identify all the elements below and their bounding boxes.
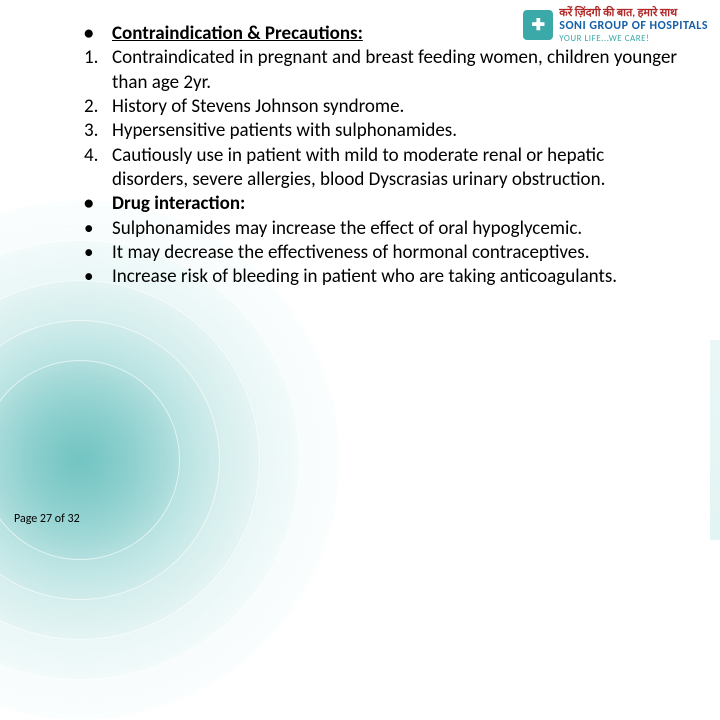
list-item: 1. Contraindicated in pregnant and breas… — [84, 46, 680, 95]
list-text: History of Stevens Johnson syndrome. — [112, 95, 680, 119]
list-item: 2. History of Stevens Johnson syndrome. — [84, 95, 680, 119]
list-text: Contraindicated in pregnant and breast f… — [112, 46, 680, 95]
bullet-marker: • — [84, 192, 112, 216]
list-item: 3. Hypersensitive patients with sulphona… — [84, 119, 680, 143]
list-item: • Increase risk of bleeding in patient w… — [84, 265, 680, 289]
logo-hindi-text: करें ज़िंदगी की बात, हमारे साथ — [559, 6, 708, 19]
accent-bar — [710, 340, 720, 540]
heading-text: Contraindication & Precautions: — [112, 22, 680, 46]
number-marker: 2. — [84, 95, 112, 119]
bullet-marker: • — [84, 217, 112, 241]
heading-drug-interaction: • Drug interaction: — [84, 192, 680, 216]
number-marker: 4. — [84, 144, 112, 193]
bullet-marker: • — [84, 22, 112, 46]
list-text: Sulphonamides may increase the effect of… — [112, 217, 680, 241]
page-text: Page 27 of 32 — [14, 512, 80, 526]
list-text: Cautiously use in patient with mild to m… — [112, 144, 680, 193]
page-indicator: Page 27 of 32 — [14, 512, 80, 526]
list-item: • Sulphonamides may increase the effect … — [84, 217, 680, 241]
heading-text: Drug interaction: — [112, 192, 680, 216]
number-marker: 3. — [84, 119, 112, 143]
list-text: Hypersensitive patients with sulphonamid… — [112, 119, 680, 143]
heading-contraindication: • Contraindication & Precautions: — [84, 22, 680, 46]
slide-content: • Contraindication & Precautions: 1. Con… — [84, 22, 680, 289]
list-text: Increase risk of bleeding in patient who… — [112, 265, 680, 289]
bullet-marker: • — [84, 241, 112, 265]
bullet-marker: • — [84, 265, 112, 289]
list-text: It may decrease the effectiveness of hor… — [112, 241, 680, 265]
list-item: 4. Cautiously use in patient with mild t… — [84, 144, 680, 193]
list-item: • It may decrease the effectiveness of h… — [84, 241, 680, 265]
number-marker: 1. — [84, 46, 112, 95]
